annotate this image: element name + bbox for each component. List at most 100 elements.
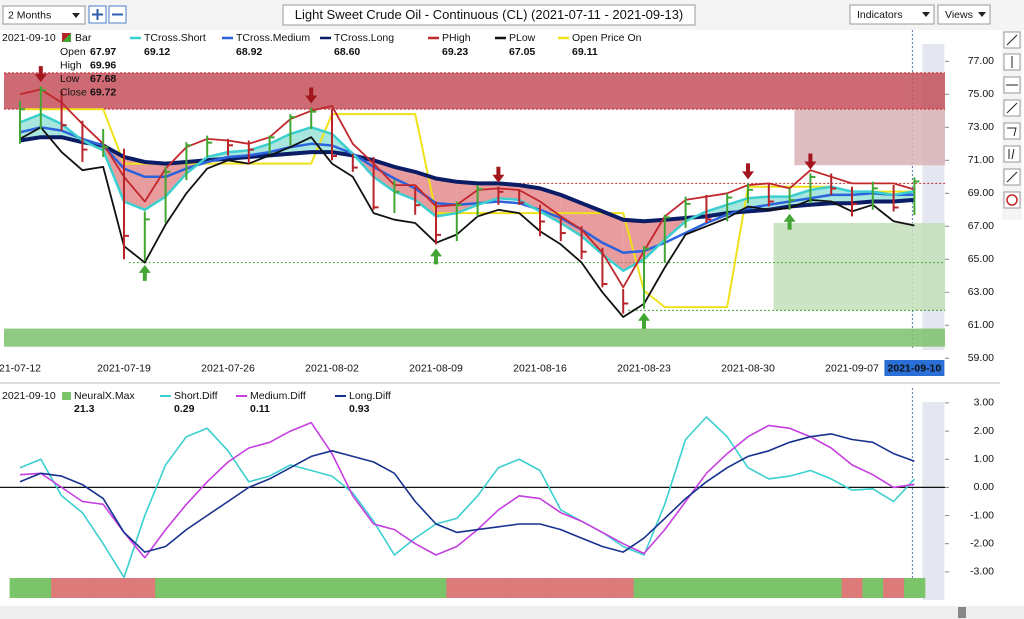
- legend-value: 69.23: [442, 46, 468, 58]
- period-label[interactable]: 2 Months: [8, 9, 51, 21]
- y-tick-label: 61.00: [968, 319, 994, 331]
- legend-label: Open Price On: [572, 32, 642, 44]
- signal-strip: [758, 578, 780, 598]
- cross-fill: [519, 185, 540, 212]
- current-bar-column: [922, 402, 945, 600]
- signal-strip: [841, 578, 863, 598]
- period-dropdown[interactable]: 2 Months: [2, 5, 86, 25]
- legend-value: 68.92: [236, 46, 262, 58]
- y-tick-label: 59.00: [968, 352, 994, 364]
- series-line: [19, 126, 915, 254]
- signal-strip: [113, 578, 135, 598]
- ohlc-value: 69.96: [90, 59, 116, 71]
- zone: [794, 109, 945, 166]
- signal-strip: [196, 578, 219, 598]
- legend-label: PHigh: [442, 32, 471, 44]
- buy-arrow: [783, 213, 796, 230]
- legend-label: TCross.Short: [144, 32, 206, 44]
- sell-arrow: [492, 166, 505, 183]
- indicators-box[interactable]: [849, 4, 935, 25]
- ohlc-label: Low: [60, 73, 80, 85]
- ohlc-value: 67.97: [90, 46, 116, 58]
- legend-value: 0.11: [250, 403, 270, 415]
- legend-label: PLow: [509, 32, 536, 44]
- y-tick-label: -3.00: [970, 566, 994, 578]
- signal-strip: [404, 578, 427, 598]
- sell-arrow: [34, 66, 47, 83]
- signal-strip: [238, 578, 260, 598]
- signal-strip: [862, 578, 884, 598]
- buy-arrow: [638, 312, 650, 329]
- ohlc-label: Close: [60, 86, 87, 98]
- x-tick-label: 21-07-12: [0, 362, 41, 374]
- legend-value: 67.05: [509, 46, 535, 58]
- legend-swatch: [62, 33, 71, 42]
- signal-strip: [779, 578, 801, 598]
- x-tick-label: 2021-08-02: [305, 362, 359, 374]
- y-tick-label: -1.00: [970, 509, 994, 521]
- zone: [4, 328, 945, 347]
- readout-date: 2021-09-10: [2, 390, 56, 402]
- y-tick-label: 69.00: [968, 187, 994, 199]
- tool-icon: [1007, 127, 1017, 137]
- readout-date: 2021-09-10: [2, 32, 56, 44]
- legend-value: 0.29: [174, 403, 195, 415]
- sell-arrow: [742, 163, 754, 180]
- legend-value: 69.12: [144, 46, 170, 58]
- y-tick-label: 71.00: [968, 154, 994, 166]
- sell-arrow: [305, 87, 318, 104]
- y-tick-label: 73.00: [968, 121, 994, 133]
- buy-arrow: [430, 248, 442, 265]
- views-label[interactable]: Views: [945, 9, 973, 21]
- legend-label: TCross.Medium: [236, 32, 310, 44]
- sell-arrow: [804, 153, 817, 170]
- scrollbar[interactable]: [0, 606, 1024, 619]
- signal-strip: [592, 578, 614, 598]
- signal-strip: [280, 578, 302, 598]
- signal-strip: [384, 578, 406, 598]
- chart-title: Light Sweet Crude Oil - Continuous (CL) …: [295, 7, 684, 22]
- dropdown-arrow: [72, 13, 80, 18]
- signal-strip: [800, 578, 822, 598]
- signal-strip: [176, 578, 198, 598]
- tool-icon: [1006, 34, 1018, 46]
- signal-strip: [72, 578, 94, 598]
- tool-fibonacci[interactable]: [1003, 122, 1021, 140]
- series-line: [19, 416, 915, 579]
- signal-strip: [363, 578, 385, 598]
- cross-fill: [436, 178, 457, 217]
- x-tick-label: 2021-09-10: [888, 362, 942, 374]
- signal-strip: [92, 578, 115, 598]
- indicators-dropdown[interactable]: Indicators: [849, 4, 935, 25]
- signal-strip: [446, 578, 468, 598]
- scroll-thumb[interactable]: [958, 607, 966, 618]
- cross-fill: [498, 183, 520, 200]
- plus-icon: [92, 9, 103, 20]
- signal-strip: [488, 578, 510, 598]
- views-dropdown[interactable]: Views: [937, 4, 991, 25]
- cross-fill: [602, 211, 624, 271]
- views-box[interactable]: [937, 4, 991, 25]
- y-tick-label: 77.00: [968, 55, 994, 67]
- y-tick-label: 65.00: [968, 253, 994, 265]
- series-line: [19, 112, 915, 273]
- signal-strip: [696, 578, 718, 598]
- signal-strip: [30, 578, 52, 598]
- legend-label: Long.Diff: [349, 390, 391, 402]
- x-tick-label: 2021-08-09: [409, 362, 463, 374]
- signal-strip: [508, 578, 531, 598]
- tool-channel[interactable]: [1003, 145, 1021, 163]
- legend-value: 21.3: [74, 403, 95, 415]
- x-tick-label: 2021-08-16: [513, 362, 567, 374]
- indicators-label[interactable]: Indicators: [857, 9, 903, 21]
- x-tick-label: 2021-07-26: [201, 362, 255, 374]
- legend-label: Medium.Diff: [250, 390, 306, 402]
- legend-value: 0.93: [349, 403, 370, 415]
- dropdown-arrow: [978, 12, 986, 17]
- period-box[interactable]: [2, 5, 86, 25]
- signal-strip: [883, 578, 905, 598]
- signal-strip: [9, 578, 31, 598]
- signal-strip: [321, 578, 343, 598]
- y-tick-label: 1.00: [974, 453, 995, 465]
